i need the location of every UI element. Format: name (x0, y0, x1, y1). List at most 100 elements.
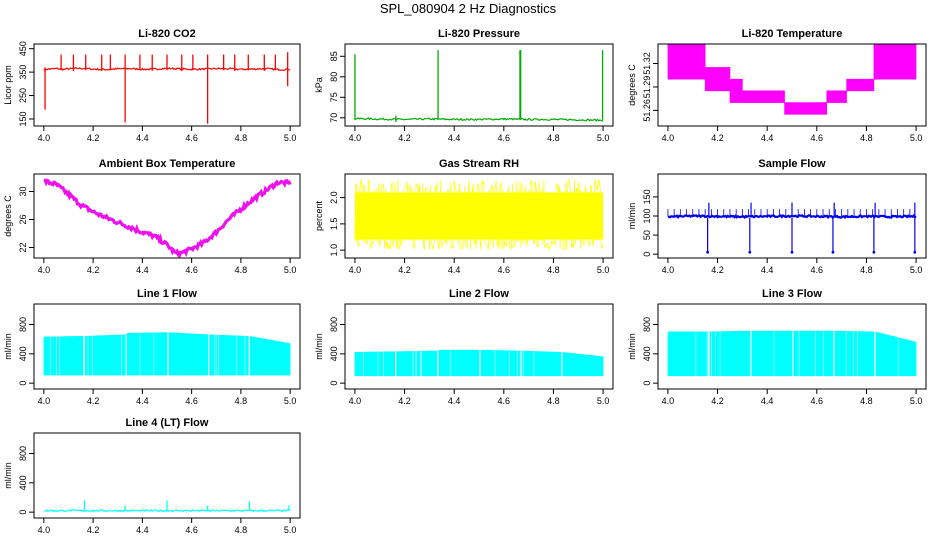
y-tick-label: 800 (329, 317, 339, 332)
chart-panel-3: Li-820 Temperature 4.0 4.2 4.4 4.6 4.8 5.0 51.2… (627, 28, 927, 143)
x-tick-label: 4.6 (185, 525, 198, 535)
chart-title: Li-820 CO2 (138, 28, 195, 40)
y-tick-label: 51.26 (642, 99, 652, 122)
x-tick-label: 5.0 (284, 265, 297, 275)
x-tick-label: 4.2 (87, 133, 100, 143)
x-tick-label: 4.8 (235, 133, 248, 143)
y-axis-label: Licor ppm (3, 65, 13, 105)
x-tick-label: 4.0 (38, 133, 51, 143)
chart-panel-4: Ambient Box Temperature 4.0 4.2 4.4 4.6 4.8 5.… (3, 158, 301, 275)
y-axis-label: percent (314, 200, 324, 231)
x-tick-label: 4.0 (38, 396, 51, 406)
y-tick-label: 85 (329, 51, 339, 61)
x-tick-label: 4.2 (87, 525, 100, 535)
dip-point (913, 250, 917, 254)
series-band (667, 330, 917, 377)
plot-frame (657, 303, 927, 390)
x-tick-label: 5.0 (284, 525, 297, 535)
y-axis-label: ml/min (314, 333, 324, 360)
series-band (354, 349, 604, 377)
y-tick-label: 0 (18, 510, 28, 515)
y-tick-label: 150 (18, 111, 28, 126)
chart-panel-10: Line 4 (LT) Flow 4.0 4.2 4.4 4.6 4.8 5.0 0 400 80… (3, 417, 301, 535)
series-group (667, 44, 917, 115)
x-tick-label: 4.4 (136, 133, 149, 143)
x-tick-label: 4.8 (235, 396, 248, 406)
series-line (354, 117, 604, 122)
series-group (667, 202, 917, 254)
x-tick-label: 4.6 (811, 133, 824, 143)
chart-panel-2: Li-820 Pressure 4.0 4.2 4.4 4.6 4.8 5.0 70 75 80 8… (314, 28, 614, 143)
x-tick-label: 4.2 (711, 133, 724, 143)
y-tick-label: 800 (18, 446, 28, 461)
x-tick-label: 5.0 (910, 133, 923, 143)
x-tick-label: 5.0 (597, 133, 610, 143)
series-group (354, 348, 604, 378)
x-tick-label: 4.8 (860, 265, 873, 275)
plot-frame (657, 43, 927, 127)
x-tick-label: 4.0 (349, 133, 362, 143)
x-tick-label: 5.0 (284, 396, 297, 406)
plot-frame (344, 43, 614, 127)
x-tick-label: 4.4 (761, 133, 774, 143)
y-tick-label: 800 (18, 317, 28, 332)
x-tick-label: 4.2 (398, 396, 411, 406)
y-tick-label: 1.0 (329, 244, 339, 257)
y-axis-label: ml/min (627, 333, 637, 360)
series-group (43, 178, 292, 258)
chart-title: Line 3 Flow (762, 288, 822, 300)
x-tick-label: 4.8 (547, 265, 560, 275)
chart-title: Line 4 (LT) Flow (126, 417, 209, 429)
x-tick-label: 4.0 (38, 265, 51, 275)
x-tick-label: 4.8 (860, 133, 873, 143)
x-tick-label: 4.4 (448, 133, 461, 143)
x-tick-label: 4.6 (498, 396, 511, 406)
series-group (354, 50, 604, 122)
x-tick-label: 4.4 (761, 396, 774, 406)
x-tick-label: 4.8 (235, 525, 248, 535)
chart-panel-8: Line 2 Flow 4.0 4.2 4.4 4.6 4.8 5.0 0 400 800 ml/m… (314, 288, 614, 406)
chart-title: Li-820 Temperature (742, 28, 843, 40)
chart-title: Sample Flow (758, 158, 826, 170)
y-tick-label: 450 (18, 41, 28, 56)
plot-frame (33, 173, 301, 259)
x-tick-label: 4.6 (498, 133, 511, 143)
y-tick-label: 0 (18, 381, 28, 386)
x-tick-label: 4.6 (185, 133, 198, 143)
x-tick-label: 4.4 (448, 265, 461, 275)
plot-frame (33, 303, 301, 390)
chart-title: Gas Stream RH (439, 158, 519, 170)
y-tick-label: 70 (329, 113, 339, 123)
y-axis-label: degrees C (3, 195, 13, 237)
page-title: SPL_080904 2 Hz Diagnostics (379, 1, 557, 16)
dip-point (872, 250, 876, 254)
y-tick-label: 80 (329, 72, 339, 82)
x-tick-label: 4.6 (185, 265, 198, 275)
x-tick-label: 4.8 (547, 133, 560, 143)
chart-panel-1: Li-820 CO2 4.0 4.2 4.4 4.6 4.8 5.0 150 250 350 450… (3, 28, 301, 143)
x-tick-label: 4.2 (87, 265, 100, 275)
dip-point (831, 250, 835, 254)
dip-point (748, 250, 752, 254)
y-tick-label: 30 (18, 186, 28, 196)
y-tick-label: 75 (329, 92, 339, 102)
dip-point (706, 250, 710, 254)
x-tick-label: 5.0 (910, 396, 923, 406)
x-tick-label: 4.6 (811, 396, 824, 406)
series-band (43, 332, 291, 376)
y-tick-label: 26 (18, 214, 28, 224)
y-tick-label: 400 (18, 346, 28, 361)
chart-title: Ambient Box Temperature (99, 158, 236, 170)
y-tick-label: 400 (18, 475, 28, 490)
series-group (667, 329, 917, 378)
y-axis-label: ml/min (3, 333, 13, 360)
y-tick-label: 100 (642, 208, 652, 223)
y-tick-label: 2.0 (329, 191, 339, 204)
y-tick-label: 1.5 (329, 218, 339, 231)
x-tick-label: 4.0 (662, 133, 675, 143)
x-tick-label: 4.8 (860, 396, 873, 406)
x-tick-label: 4.0 (662, 396, 675, 406)
y-tick-label: 50 (642, 230, 652, 240)
